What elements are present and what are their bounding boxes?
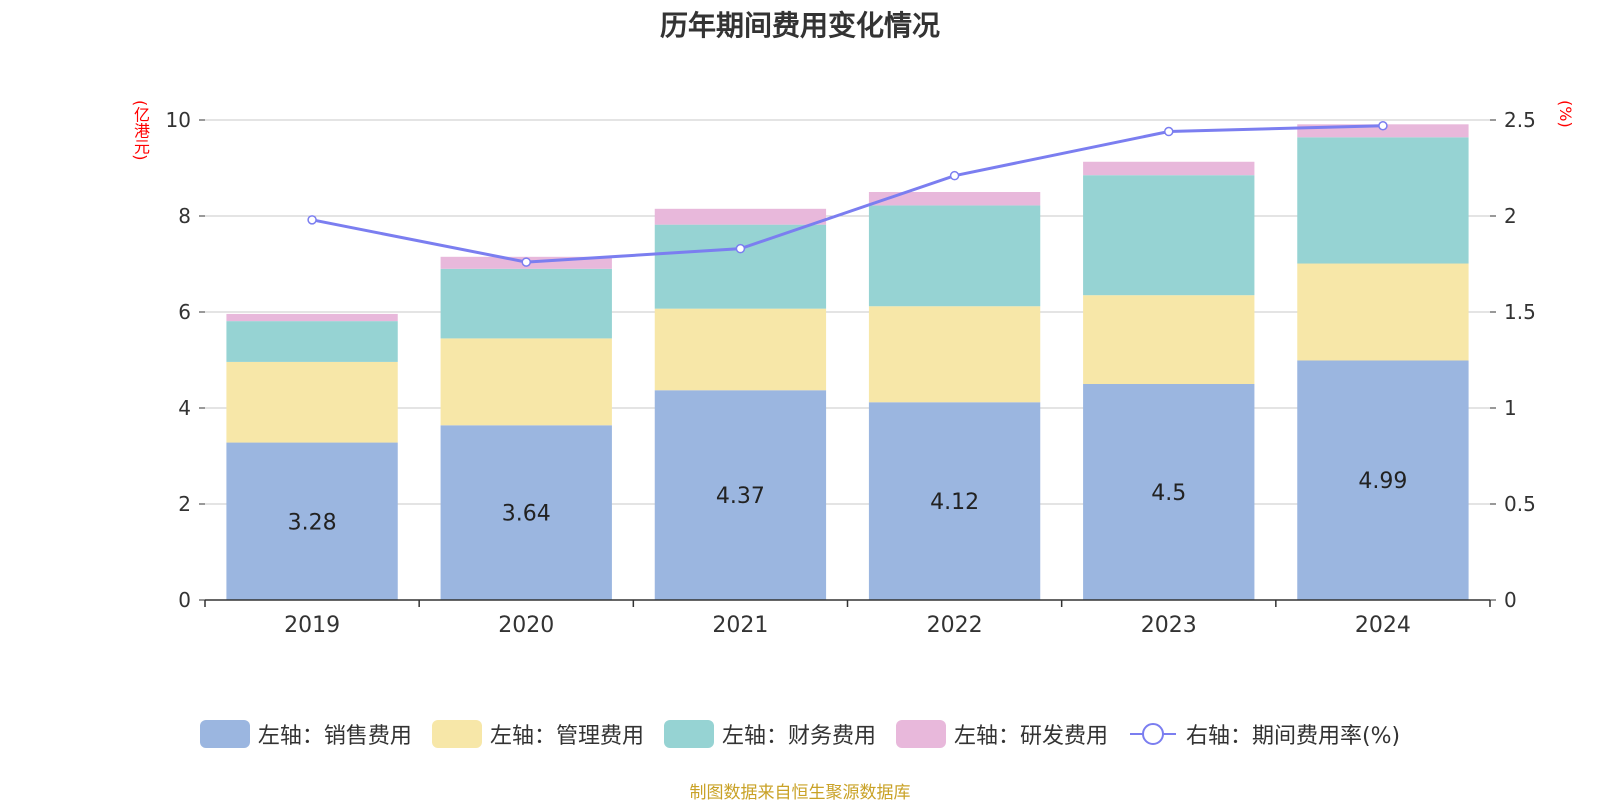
rate-point-2021	[735, 243, 746, 254]
x-axis-tick-label: 2021	[712, 613, 768, 638]
bar-segment-3-2022	[868, 192, 1041, 206]
legend-label-rnd: 左轴：研发费用	[953, 724, 1108, 749]
bar-segment-2-2019	[226, 321, 398, 362]
rate-point-2023	[1164, 126, 1174, 137]
bar-segment-3-2021	[654, 208, 827, 225]
bar-segment-0-2020	[440, 425, 612, 600]
right-axis-tick-label: 2	[1504, 204, 1517, 228]
bar-segment-1-2024	[1297, 263, 1469, 361]
bar-segment-2-2020	[440, 268, 612, 339]
left-axis-tick-label: 10	[166, 108, 191, 132]
rate-point-2020	[521, 257, 531, 267]
bar-data-label: 3.64	[502, 502, 551, 527]
bar-segment-1-2019	[226, 361, 398, 443]
legend-label-sales: 左轴：销售费用	[257, 724, 412, 749]
left-axis-tick-label: 2	[178, 492, 191, 516]
x-axis-tick-label: 2024	[1355, 613, 1411, 638]
bar-segment-1-2023	[1083, 295, 1255, 384]
left-axis-unit: (亿港元)	[131, 100, 150, 161]
legend-item-admin[interactable]: 左轴：管理费用	[431, 718, 644, 750]
bar-segment-0-2019	[226, 442, 398, 600]
legend-swatch-rnd	[895, 720, 946, 748]
bar-segment-2-2022	[868, 205, 1041, 307]
rate-line	[311, 124, 1383, 264]
legend-item-sales[interactable]: 左轴：销售费用	[199, 718, 412, 750]
legend-label-rate: 右轴：期间费用率(%)	[1185, 724, 1401, 749]
rate-point-2024	[1378, 121, 1388, 131]
bar-segment-2-2021	[654, 224, 827, 309]
left-axis-tick-label: 6	[178, 300, 191, 324]
x-axis-tick-label: 2022	[927, 613, 983, 638]
bar-segment-0-2023	[1083, 384, 1255, 600]
legend-swatch-sales	[199, 720, 250, 748]
x-axis-tick-label: 2019	[284, 613, 340, 638]
bar-segment-0-2021	[654, 390, 827, 600]
left-axis-tick-label: 0	[178, 588, 191, 612]
x-axis-tick-label: 2020	[498, 613, 554, 638]
bar-segment-0-2022	[868, 402, 1041, 600]
left-axis-tick-label: 8	[178, 204, 191, 228]
legend-line-marker-icon	[1128, 720, 1178, 748]
legend-item-rate[interactable]: 右轴：期间费用率(%)	[1128, 718, 1400, 750]
right-axis-tick-label: 0	[1504, 588, 1517, 612]
bar-segment-2-2023	[1083, 175, 1255, 296]
rate-point-2019	[307, 215, 317, 225]
bar-data-label: 4.37	[716, 484, 765, 509]
bar-segment-0-2024	[1297, 360, 1469, 600]
bar-segment-3-2023	[1083, 161, 1255, 176]
x-axis-tick-label: 2023	[1141, 613, 1197, 638]
bar-data-label: 3.28	[288, 510, 337, 535]
bar-segment-1-2022	[868, 306, 1041, 403]
bar-segment-1-2020	[440, 338, 612, 426]
legend-label-finance: 左轴：财务费用	[721, 724, 876, 749]
chart-title: 历年期间费用变化情况	[659, 9, 940, 42]
right-axis-tick-label: 1.5	[1504, 300, 1536, 324]
right-axis-tick-label: 1	[1504, 396, 1517, 420]
right-axis-tick-label: 2.5	[1504, 108, 1536, 132]
bar-data-label: 4.5	[1151, 481, 1186, 506]
right-axis-tick-label: 0.5	[1504, 492, 1536, 516]
bar-data-label: 4.12	[930, 490, 979, 515]
bar-data-label: 4.99	[1358, 469, 1407, 494]
left-axis-tick-label: 4	[178, 396, 191, 420]
bar-segment-3-2019	[226, 313, 398, 322]
rate-point-2022	[949, 170, 960, 181]
legend-item-rnd[interactable]: 左轴：研发费用	[895, 718, 1108, 750]
bar-segment-2-2024	[1297, 137, 1469, 264]
legend: 左轴：销售费用 左轴：管理费用 左轴：财务费用 左轴：研发费用 右轴：期间费用率…	[0, 718, 1600, 750]
right-axis-unit: (%)	[1556, 100, 1575, 128]
legend-label-admin: 左轴：管理费用	[489, 724, 644, 749]
legend-swatch-admin	[431, 720, 482, 748]
bar-segment-1-2021	[654, 308, 827, 391]
data-source-note: 制图数据来自恒生聚源数据库	[689, 783, 911, 803]
legend-swatch-finance	[663, 720, 714, 748]
legend-item-finance[interactable]: 左轴：财务费用	[663, 718, 876, 750]
chart-canvas: 0 2 4 6 8 10 0 0.5 1 1.5 2 2.5 3.28 3.64 4.37 4.12 4.5 4.…	[166, 108, 1536, 638]
